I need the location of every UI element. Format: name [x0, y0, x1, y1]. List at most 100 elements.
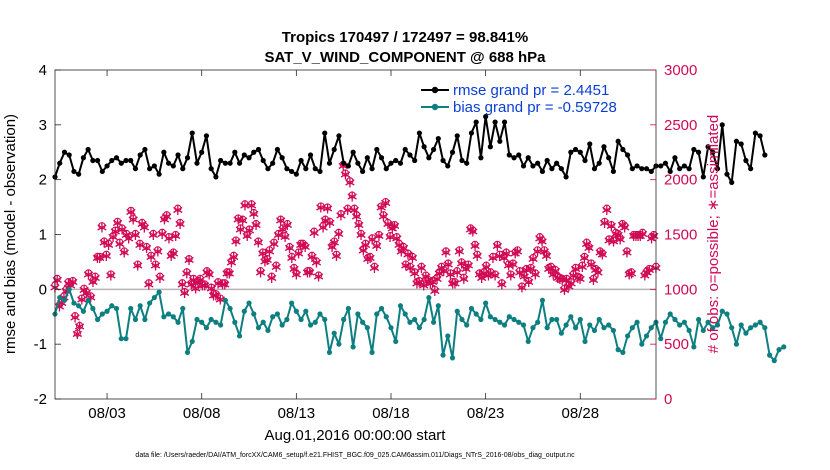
- obs-possible-point: [187, 279, 195, 287]
- rmse-point: [359, 168, 366, 175]
- bias-point: [118, 336, 124, 342]
- obs-assimilated-point: ∗: [511, 241, 524, 260]
- bias-point: [383, 314, 389, 320]
- obs-possible-point: [598, 249, 607, 257]
- obs-assimilated-point: ∗: [323, 213, 336, 232]
- obs-assimilated-point: ∗: [113, 234, 126, 253]
- bias-point: [57, 294, 63, 301]
- legend: rmse grand pr = 2.4451 bias grand pr = -…: [421, 82, 617, 116]
- obs-assimilated-point: ∗: [558, 280, 571, 299]
- obs-assimilated-point: ∗: [506, 255, 519, 274]
- obs-possible-point: [379, 211, 388, 219]
- obs-possible-point: [567, 278, 575, 286]
- obs-assimilated-point: ∗: [265, 268, 278, 287]
- bias-point: [147, 300, 153, 306]
- obs-assimilated-point: ∗: [366, 229, 379, 248]
- bias-point: [407, 319, 413, 325]
- obs-assimilated-point: ∗: [281, 215, 294, 234]
- obs-assimilated-point: ∗: [196, 275, 209, 294]
- obs-assimilated-point: ∗: [383, 227, 396, 246]
- obs-assimilated-point: ∗: [573, 269, 586, 288]
- rmse-point: [662, 160, 669, 166]
- rmse-point: [421, 144, 427, 150]
- obs-assimilated-point: ∗: [321, 199, 334, 218]
- obs-possible-point: [551, 265, 560, 274]
- obs-assimilated-point: ∗: [167, 244, 180, 263]
- obs-possible-point: [73, 329, 81, 337]
- obs-possible-point: [442, 247, 450, 255]
- obs-possible-point: [393, 233, 401, 241]
- obs-possible-point: [131, 229, 140, 238]
- obs-assimilated-point: ∗: [301, 262, 314, 281]
- obs-possible-point: [375, 230, 383, 239]
- obs-possible-point: [478, 272, 486, 280]
- obs-possible-point: [607, 220, 615, 229]
- obs-assimilated-point: ∗: [410, 273, 423, 292]
- bias-point: [312, 319, 318, 325]
- obs-possible-point: [218, 279, 227, 287]
- bias-point: [535, 319, 541, 325]
- obs-assimilated-point: ∗: [314, 198, 327, 217]
- obs-assimilated-point: ∗: [602, 230, 615, 249]
- obs-assimilated-point: ∗: [437, 261, 450, 280]
- obs-possible-point: [174, 204, 182, 212]
- obs-possible-point: [169, 248, 178, 256]
- obs-assimilated-point: ∗: [415, 258, 428, 277]
- bias-point: [203, 325, 210, 331]
- obs-possible-point: [252, 219, 260, 228]
- rmse-point: [483, 114, 489, 120]
- bias-point: [251, 311, 257, 317]
- obs-possible-point: [283, 219, 292, 228]
- obs-assimilated-point: ∗: [310, 252, 323, 271]
- obs-assimilated-point: ∗: [361, 249, 374, 268]
- obs-assimilated-point: ∗: [247, 204, 260, 223]
- obs-assimilated-point: ∗: [428, 281, 441, 300]
- y2-tick-label: 1000: [664, 281, 697, 298]
- obs-possible-point: [491, 270, 499, 278]
- bias-point: [743, 330, 749, 336]
- bias-point: [289, 300, 295, 306]
- obs-assimilated-point: ∗: [524, 259, 537, 278]
- obs-assimilated-point: ∗: [533, 228, 546, 247]
- obs-possible-point: [594, 267, 602, 275]
- obs-assimilated-point: ∗: [645, 228, 658, 247]
- bias-point: [487, 314, 493, 320]
- obs-possible-point: [406, 262, 414, 270]
- obs-assimilated-point: ∗: [450, 262, 463, 281]
- bias-point: [539, 297, 546, 303]
- obs-possible-point: [232, 236, 240, 244]
- obs-possible-point: [216, 294, 224, 302]
- obs-assimilated-point: ∗: [520, 260, 533, 279]
- rmse-point: [554, 160, 560, 166]
- rmse-point: [222, 160, 228, 166]
- bias-point: [757, 319, 763, 325]
- obs-possible-point: [84, 269, 93, 277]
- obs-assimilated-point: ∗: [622, 264, 635, 283]
- bias-point: [662, 319, 669, 325]
- obs-assimilated-point: ∗: [287, 259, 300, 278]
- obs-assimilated-point: ∗: [424, 273, 437, 292]
- bias-point: [241, 308, 247, 314]
- obs-possible-point: [424, 275, 432, 284]
- obs-possible-point: [440, 265, 448, 274]
- bias-point: [109, 303, 115, 309]
- bias-point: [213, 319, 219, 325]
- obs-assimilated-point: ∗: [397, 238, 410, 257]
- bias-point: [255, 325, 262, 331]
- bias-point: [151, 294, 157, 301]
- obs-possible-point: [212, 290, 220, 298]
- obs-possible-point: [145, 279, 153, 287]
- bias-point: [345, 305, 352, 312]
- obs-assimilated-point: ∗: [267, 234, 280, 253]
- rmse-point: [714, 166, 721, 172]
- rmse-point: [289, 168, 295, 175]
- obs-assimilated-point: ∗: [585, 255, 598, 274]
- bias-point: [681, 319, 687, 325]
- obs-assimilated-point: ∗: [207, 285, 220, 304]
- bias-point: [303, 308, 309, 314]
- obs-possible-point: [301, 241, 309, 250]
- plot-area: [55, 70, 656, 399]
- y-tick-label: 1: [39, 227, 47, 244]
- obs-assimilated-point: ∗: [616, 215, 629, 234]
- obs-assimilated-point: ∗: [118, 243, 131, 262]
